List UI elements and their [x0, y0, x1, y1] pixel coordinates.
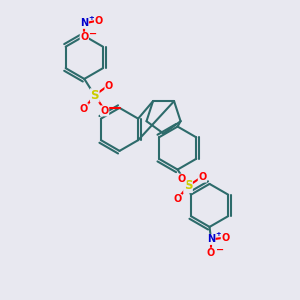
Text: O: O — [94, 16, 103, 26]
Text: O: O — [80, 32, 88, 42]
Text: O: O — [173, 194, 182, 204]
Text: O: O — [198, 172, 206, 182]
Text: N: N — [207, 234, 215, 244]
Text: −: − — [89, 29, 97, 39]
Text: −: − — [215, 245, 223, 255]
Text: O: O — [178, 174, 186, 184]
Text: O: O — [207, 248, 215, 258]
Text: S: S — [91, 89, 99, 102]
Text: O: O — [100, 106, 109, 116]
Text: +: + — [88, 14, 94, 20]
Text: O: O — [221, 233, 230, 243]
Text: S: S — [184, 179, 192, 193]
Text: O: O — [105, 80, 113, 91]
Text: O: O — [80, 104, 88, 114]
Text: +: + — [215, 231, 221, 237]
Text: N: N — [80, 18, 88, 28]
